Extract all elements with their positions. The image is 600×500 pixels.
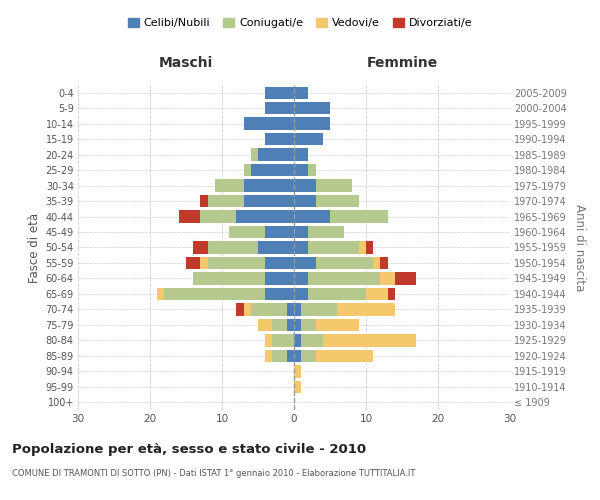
Bar (316, 180, 352, 192)
Bar (258, 148, 294, 161)
Bar (251, 303, 287, 316)
Bar (265, 334, 272, 346)
Bar (193, 242, 208, 254)
Bar (193, 272, 265, 284)
Bar (200, 257, 208, 269)
Y-axis label: Fasce di età: Fasce di età (28, 212, 41, 282)
Bar (316, 257, 373, 269)
Bar (272, 318, 287, 331)
Bar (316, 318, 359, 331)
Bar (294, 318, 301, 331)
Bar (229, 226, 265, 238)
Bar (287, 303, 294, 316)
Bar (265, 133, 294, 145)
Bar (251, 148, 258, 161)
Bar (294, 380, 301, 393)
Bar (244, 303, 251, 316)
Bar (308, 226, 344, 238)
Text: Popolazione per età, sesso e stato civile - 2010: Popolazione per età, sesso e stato civil… (12, 442, 366, 456)
Bar (287, 350, 294, 362)
Bar (308, 164, 316, 176)
Bar (272, 334, 294, 346)
Bar (294, 180, 316, 192)
Bar (308, 288, 366, 300)
Bar (301, 303, 337, 316)
Bar (380, 272, 395, 284)
Bar (294, 242, 308, 254)
Bar (244, 118, 294, 130)
Bar (265, 257, 294, 269)
Bar (200, 210, 236, 222)
Bar (294, 288, 308, 300)
Bar (366, 288, 388, 300)
Bar (373, 257, 380, 269)
Bar (265, 102, 294, 115)
Bar (294, 257, 316, 269)
Bar (236, 303, 244, 316)
Bar (388, 288, 395, 300)
Bar (395, 272, 416, 284)
Bar (186, 257, 200, 269)
Legend: Celibi/Nubili, Coniugati/e, Vedovi/e, Divorziati/e: Celibi/Nubili, Coniugati/e, Vedovi/e, Di… (124, 13, 476, 32)
Bar (294, 350, 301, 362)
Y-axis label: Anni di nascita: Anni di nascita (572, 204, 586, 291)
Bar (251, 164, 294, 176)
Bar (265, 288, 294, 300)
Bar (258, 242, 294, 254)
Bar (294, 195, 316, 207)
Bar (265, 272, 294, 284)
Bar (294, 86, 308, 99)
Bar (294, 303, 301, 316)
Bar (316, 195, 359, 207)
Bar (258, 318, 272, 331)
Bar (337, 303, 395, 316)
Bar (244, 180, 294, 192)
Bar (294, 118, 330, 130)
Bar (366, 242, 373, 254)
Bar (294, 133, 323, 145)
Bar (272, 350, 287, 362)
Bar (301, 334, 323, 346)
Bar (208, 257, 265, 269)
Bar (236, 210, 294, 222)
Bar (380, 257, 388, 269)
Bar (301, 350, 316, 362)
Bar (215, 180, 244, 192)
Bar (330, 210, 388, 222)
Text: Femmine: Femmine (367, 56, 437, 70)
Bar (308, 242, 359, 254)
Bar (294, 102, 330, 115)
Bar (294, 164, 308, 176)
Bar (294, 210, 330, 222)
Bar (294, 365, 301, 378)
Bar (294, 334, 301, 346)
Bar (323, 334, 416, 346)
Bar (208, 195, 244, 207)
Bar (294, 272, 308, 284)
Bar (301, 318, 316, 331)
Bar (244, 195, 294, 207)
Bar (287, 318, 294, 331)
Bar (208, 242, 258, 254)
Bar (265, 86, 294, 99)
Bar (200, 195, 208, 207)
Bar (179, 210, 200, 222)
Bar (294, 148, 308, 161)
Bar (316, 350, 373, 362)
Bar (157, 288, 164, 300)
Text: COMUNE DI TRAMONTI DI SOTTO (PN) - Dati ISTAT 1° gennaio 2010 - Elaborazione TUT: COMUNE DI TRAMONTI DI SOTTO (PN) - Dati … (12, 469, 415, 478)
Bar (244, 164, 251, 176)
Text: Maschi: Maschi (159, 56, 213, 70)
Bar (359, 242, 366, 254)
Bar (265, 350, 272, 362)
Bar (164, 288, 265, 300)
Bar (294, 226, 308, 238)
Bar (308, 272, 380, 284)
Bar (265, 226, 294, 238)
